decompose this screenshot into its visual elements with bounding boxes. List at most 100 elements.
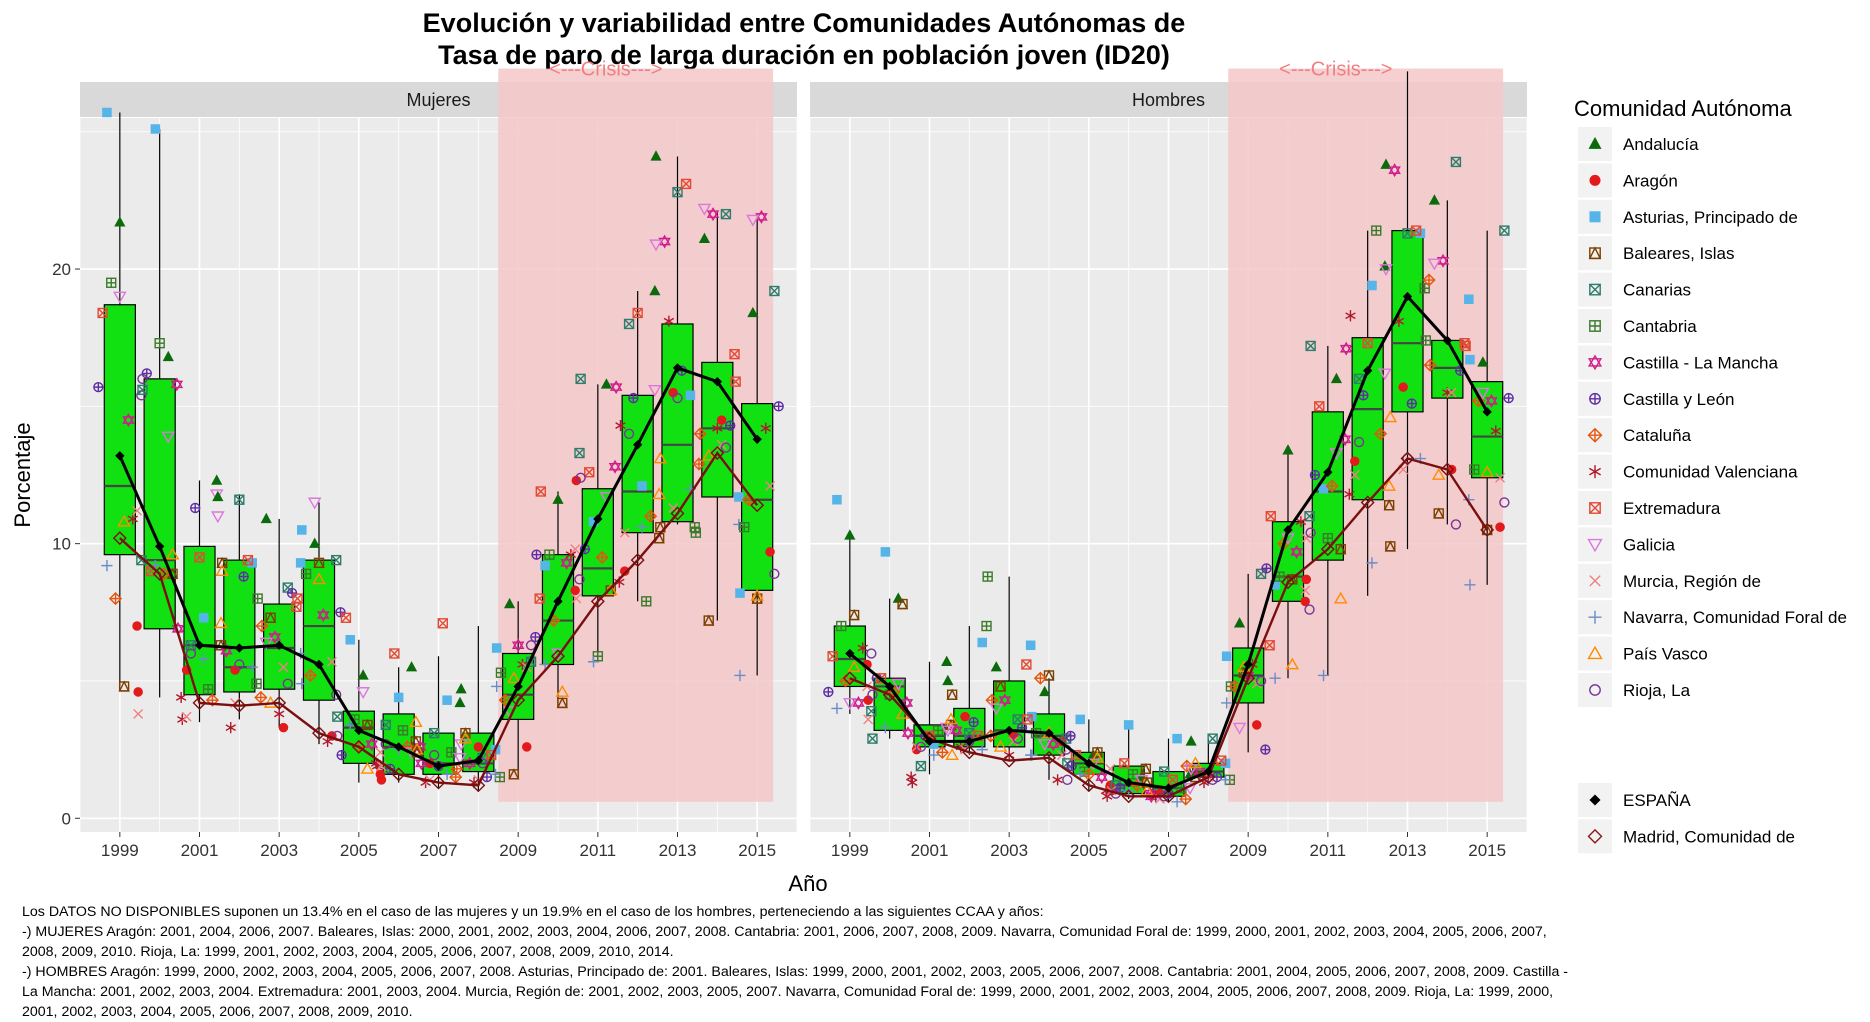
marker-shape bbox=[1378, 368, 1392, 381]
marker-shape bbox=[1344, 488, 1355, 500]
point-asturias bbox=[1075, 714, 1085, 725]
point-galicia bbox=[697, 203, 712, 216]
marker-shape bbox=[463, 759, 476, 771]
point-extremadura bbox=[1410, 225, 1422, 236]
marker-shape bbox=[1301, 574, 1312, 585]
crisis-label: <---Crisis---> bbox=[1279, 59, 1392, 81]
legend-key-bg bbox=[1578, 236, 1612, 271]
point-castilla-y-le-n bbox=[93, 381, 104, 393]
marker-shape bbox=[950, 726, 963, 738]
point-canarias bbox=[380, 719, 391, 731]
marker-shape bbox=[511, 693, 526, 708]
point-extremadura bbox=[1021, 659, 1032, 670]
marker-shape bbox=[256, 620, 268, 632]
marker-shape bbox=[739, 522, 749, 532]
marker-shape bbox=[652, 487, 666, 500]
point-arag-n bbox=[1301, 574, 1312, 585]
point-asturias bbox=[1123, 720, 1134, 730]
madrid-point bbox=[710, 446, 725, 461]
marker-shape bbox=[575, 373, 586, 385]
marker-shape bbox=[162, 350, 174, 362]
point-murcia bbox=[619, 527, 630, 538]
marker-shape bbox=[133, 708, 144, 719]
footnote-line: Los DATOS NO DISPONIBLES suponen un 13.4… bbox=[22, 904, 1044, 920]
madrid-point bbox=[630, 553, 645, 568]
legend-key-triangle-down-open-icon bbox=[1587, 538, 1603, 553]
marker-shape bbox=[1338, 435, 1352, 447]
marker-shape bbox=[307, 497, 322, 510]
point-baleares bbox=[313, 556, 325, 569]
marker-shape bbox=[314, 659, 324, 670]
point-pa-s-vasco bbox=[1480, 465, 1494, 478]
point-arag-n bbox=[716, 415, 727, 425]
legend-key-bg bbox=[1578, 636, 1612, 671]
espana-point bbox=[553, 596, 563, 606]
point-arag-n bbox=[230, 665, 240, 675]
marker-shape bbox=[752, 434, 762, 444]
marker-shape bbox=[1172, 733, 1182, 744]
point-canarias bbox=[623, 318, 635, 330]
espana-point bbox=[1283, 525, 1293, 535]
point-murcia bbox=[863, 714, 874, 725]
marker-shape bbox=[113, 291, 127, 304]
espana-point bbox=[1163, 783, 1174, 793]
point-canarias bbox=[234, 494, 245, 505]
marker-shape bbox=[1281, 575, 1295, 590]
point-arag-n bbox=[1300, 596, 1310, 607]
point-castilla-la-mancha bbox=[706, 207, 720, 222]
point-andaluc-a bbox=[698, 232, 711, 244]
box-iqr bbox=[1351, 337, 1384, 501]
madrid-point bbox=[192, 695, 207, 710]
marker-shape bbox=[264, 611, 277, 623]
marker-shape bbox=[733, 518, 745, 531]
marker-shape bbox=[101, 560, 113, 572]
marker-shape bbox=[1402, 291, 1413, 302]
marker-shape bbox=[658, 237, 671, 249]
point-rioja bbox=[137, 373, 148, 385]
x-tick-label: 2007 bbox=[1150, 841, 1188, 860]
point-murcia bbox=[1301, 533, 1312, 544]
point-baleares bbox=[848, 609, 860, 621]
marker-shape bbox=[944, 712, 958, 725]
marker-shape bbox=[1423, 274, 1435, 286]
point-comunidad-valenciana bbox=[1344, 488, 1355, 500]
point-extremadura bbox=[730, 376, 741, 387]
espana-point bbox=[194, 640, 205, 650]
point-extremadura bbox=[291, 601, 302, 612]
marker-shape bbox=[941, 655, 953, 666]
legend-item: Extremadura bbox=[1578, 491, 1721, 525]
marker-shape bbox=[747, 306, 759, 318]
crisis-label: <---Crisis---> bbox=[549, 59, 662, 81]
point-cantabria bbox=[300, 568, 312, 580]
madrid-point bbox=[1281, 575, 1295, 590]
legend-key-diamond-plus-icon bbox=[1587, 427, 1603, 443]
marker-shape bbox=[273, 708, 285, 720]
marker-shape bbox=[246, 661, 258, 673]
marker-shape bbox=[1589, 211, 1601, 223]
point-canarias bbox=[866, 705, 877, 717]
point-rioja bbox=[1012, 733, 1023, 744]
marker-shape bbox=[693, 458, 705, 470]
point-asturias bbox=[297, 525, 307, 535]
box-iqr bbox=[223, 559, 256, 693]
marker-shape bbox=[331, 554, 342, 566]
marker-shape bbox=[1119, 758, 1130, 769]
point-asturias bbox=[442, 695, 452, 705]
point-catalu-a bbox=[450, 762, 464, 776]
marker-shape bbox=[1283, 525, 1293, 535]
espana-point bbox=[1362, 365, 1373, 376]
marker-shape bbox=[459, 727, 472, 739]
marker-shape bbox=[1362, 365, 1373, 376]
marker-shape bbox=[1587, 538, 1603, 553]
marker-shape bbox=[1265, 511, 1276, 522]
marker-shape bbox=[609, 383, 623, 395]
espana-point bbox=[964, 736, 975, 747]
marker-shape bbox=[357, 669, 369, 680]
madrid-point bbox=[272, 695, 287, 710]
marker-shape bbox=[551, 649, 565, 664]
point-rioja bbox=[720, 442, 732, 453]
point-asturias bbox=[1465, 354, 1475, 365]
point-comunidad-valenciana bbox=[663, 315, 675, 327]
point-asturias bbox=[345, 635, 355, 645]
marker-shape bbox=[1232, 722, 1247, 735]
